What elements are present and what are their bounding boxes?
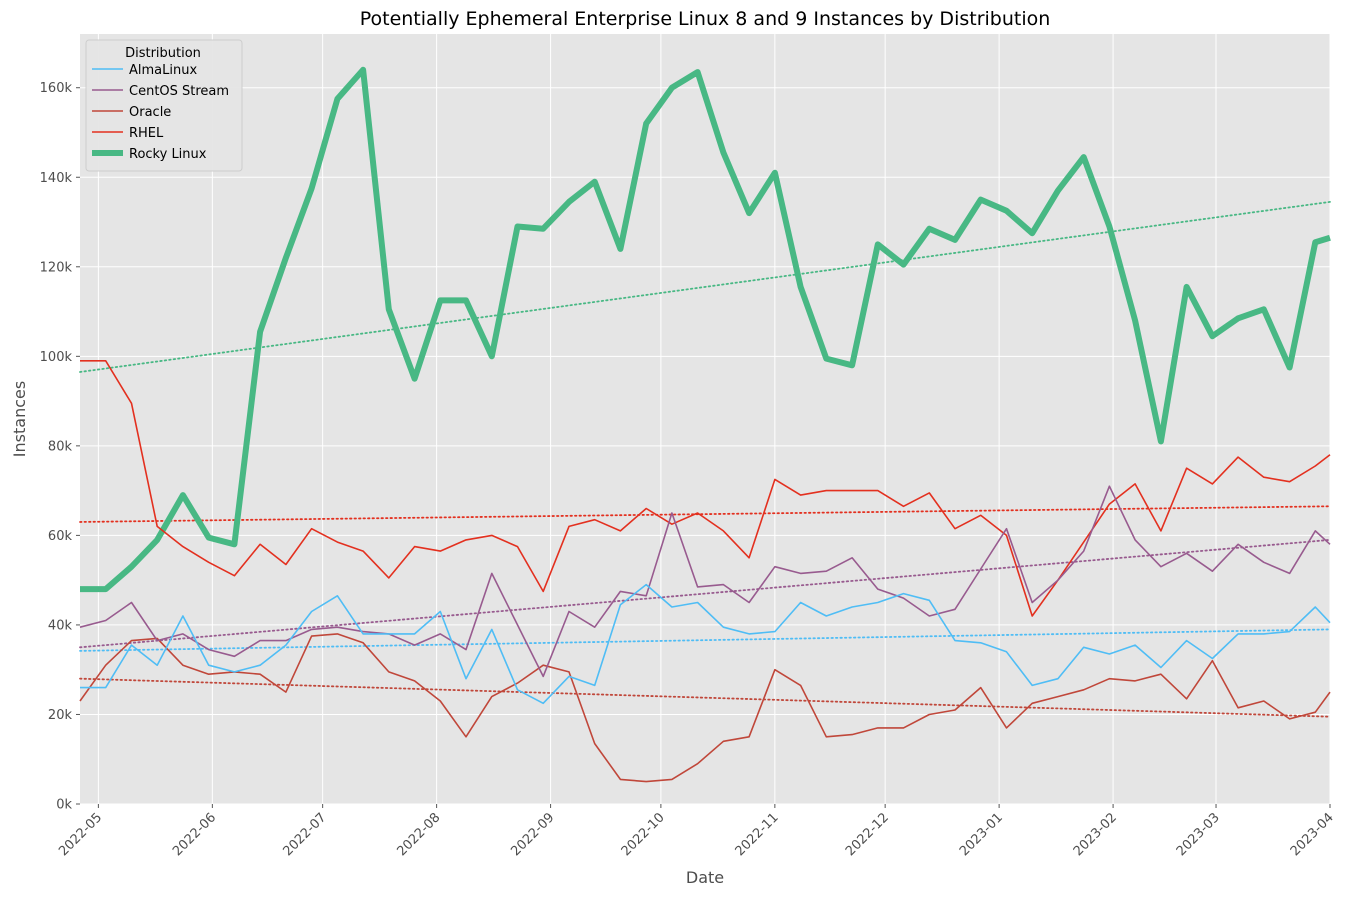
- series-line-almalinux: [80, 583, 1331, 705]
- y-tick-label: 140k: [40, 171, 73, 186]
- y-tick-label: 60k: [48, 529, 73, 544]
- legend-label-almalinux: AlmaLinux: [129, 63, 197, 78]
- y-tick-label: 100k: [40, 350, 73, 365]
- series-line-rocky-linux: [80, 66, 1331, 593]
- trend-line-centos-stream: [79, 538, 1331, 649]
- legend-label-rhel: RHEL: [129, 126, 164, 141]
- trend-line-almalinux: [79, 628, 1331, 652]
- x-axis-ticks: 2022-05 2022-06 2022-07 2022-08 2022-09 2022-…: [56, 804, 1337, 859]
- y-tick-label: 160k: [40, 81, 73, 96]
- x-tick-label: 2022-12: [843, 810, 892, 859]
- x-tick-label: 2022-07: [280, 810, 329, 859]
- series-lines: [79, 66, 1331, 783]
- series-line-oracle: [79, 633, 1331, 783]
- legend-label-centos-stream: CentOS Stream: [129, 84, 229, 99]
- plot-area: [80, 34, 1330, 804]
- series-line-rhel: [80, 359, 1331, 617]
- x-tick-label: 2022-09: [508, 810, 557, 859]
- x-tick-label: 2023-03: [1174, 810, 1223, 859]
- x-axis-title: Date: [686, 868, 724, 887]
- trend-line-rocky-linux: [79, 200, 1331, 373]
- y-tick-label: 0k: [56, 798, 72, 813]
- x-tick-label: 2022-06: [170, 810, 219, 859]
- legend-label-rocky-linux: Rocky Linux: [129, 147, 207, 162]
- y-tick-label: 40k: [48, 618, 73, 633]
- x-tick-label: 2023-02: [1071, 810, 1120, 859]
- legend-items: AlmaLinux CentOS Stream Oracle RHEL Rocky Li…: [92, 63, 229, 162]
- y-tick-label: 20k: [48, 708, 73, 723]
- trend-line-rhel: [79, 505, 1331, 523]
- y-tick-label: 80k: [48, 439, 73, 454]
- legend-title: Distribution: [125, 46, 201, 61]
- x-tick-label: 2022-08: [394, 810, 443, 859]
- x-tick-label: 2022-05: [56, 810, 105, 859]
- y-axis-title: Instances: [10, 381, 29, 457]
- x-tick-label: 2022-11: [733, 810, 782, 859]
- y-tick-label: 120k: [40, 260, 73, 275]
- legend-box: [85, 39, 243, 172]
- x-tick-label: 2023-04: [1288, 810, 1337, 859]
- legend-label-oracle: Oracle: [129, 105, 171, 120]
- y-axis-ticks: 0k 20k 40k 60k 80k 100k 120k 140k 160k: [40, 81, 80, 813]
- x-tick-label: 2022-10: [619, 810, 668, 859]
- legend: Distribution AlmaLinux CentOS Stream Oracl…: [85, 39, 243, 172]
- x-tick-label: 2023-01: [957, 810, 1006, 859]
- chart-title: Potentially Ephemeral Enterprise Linux 8…: [360, 8, 1051, 30]
